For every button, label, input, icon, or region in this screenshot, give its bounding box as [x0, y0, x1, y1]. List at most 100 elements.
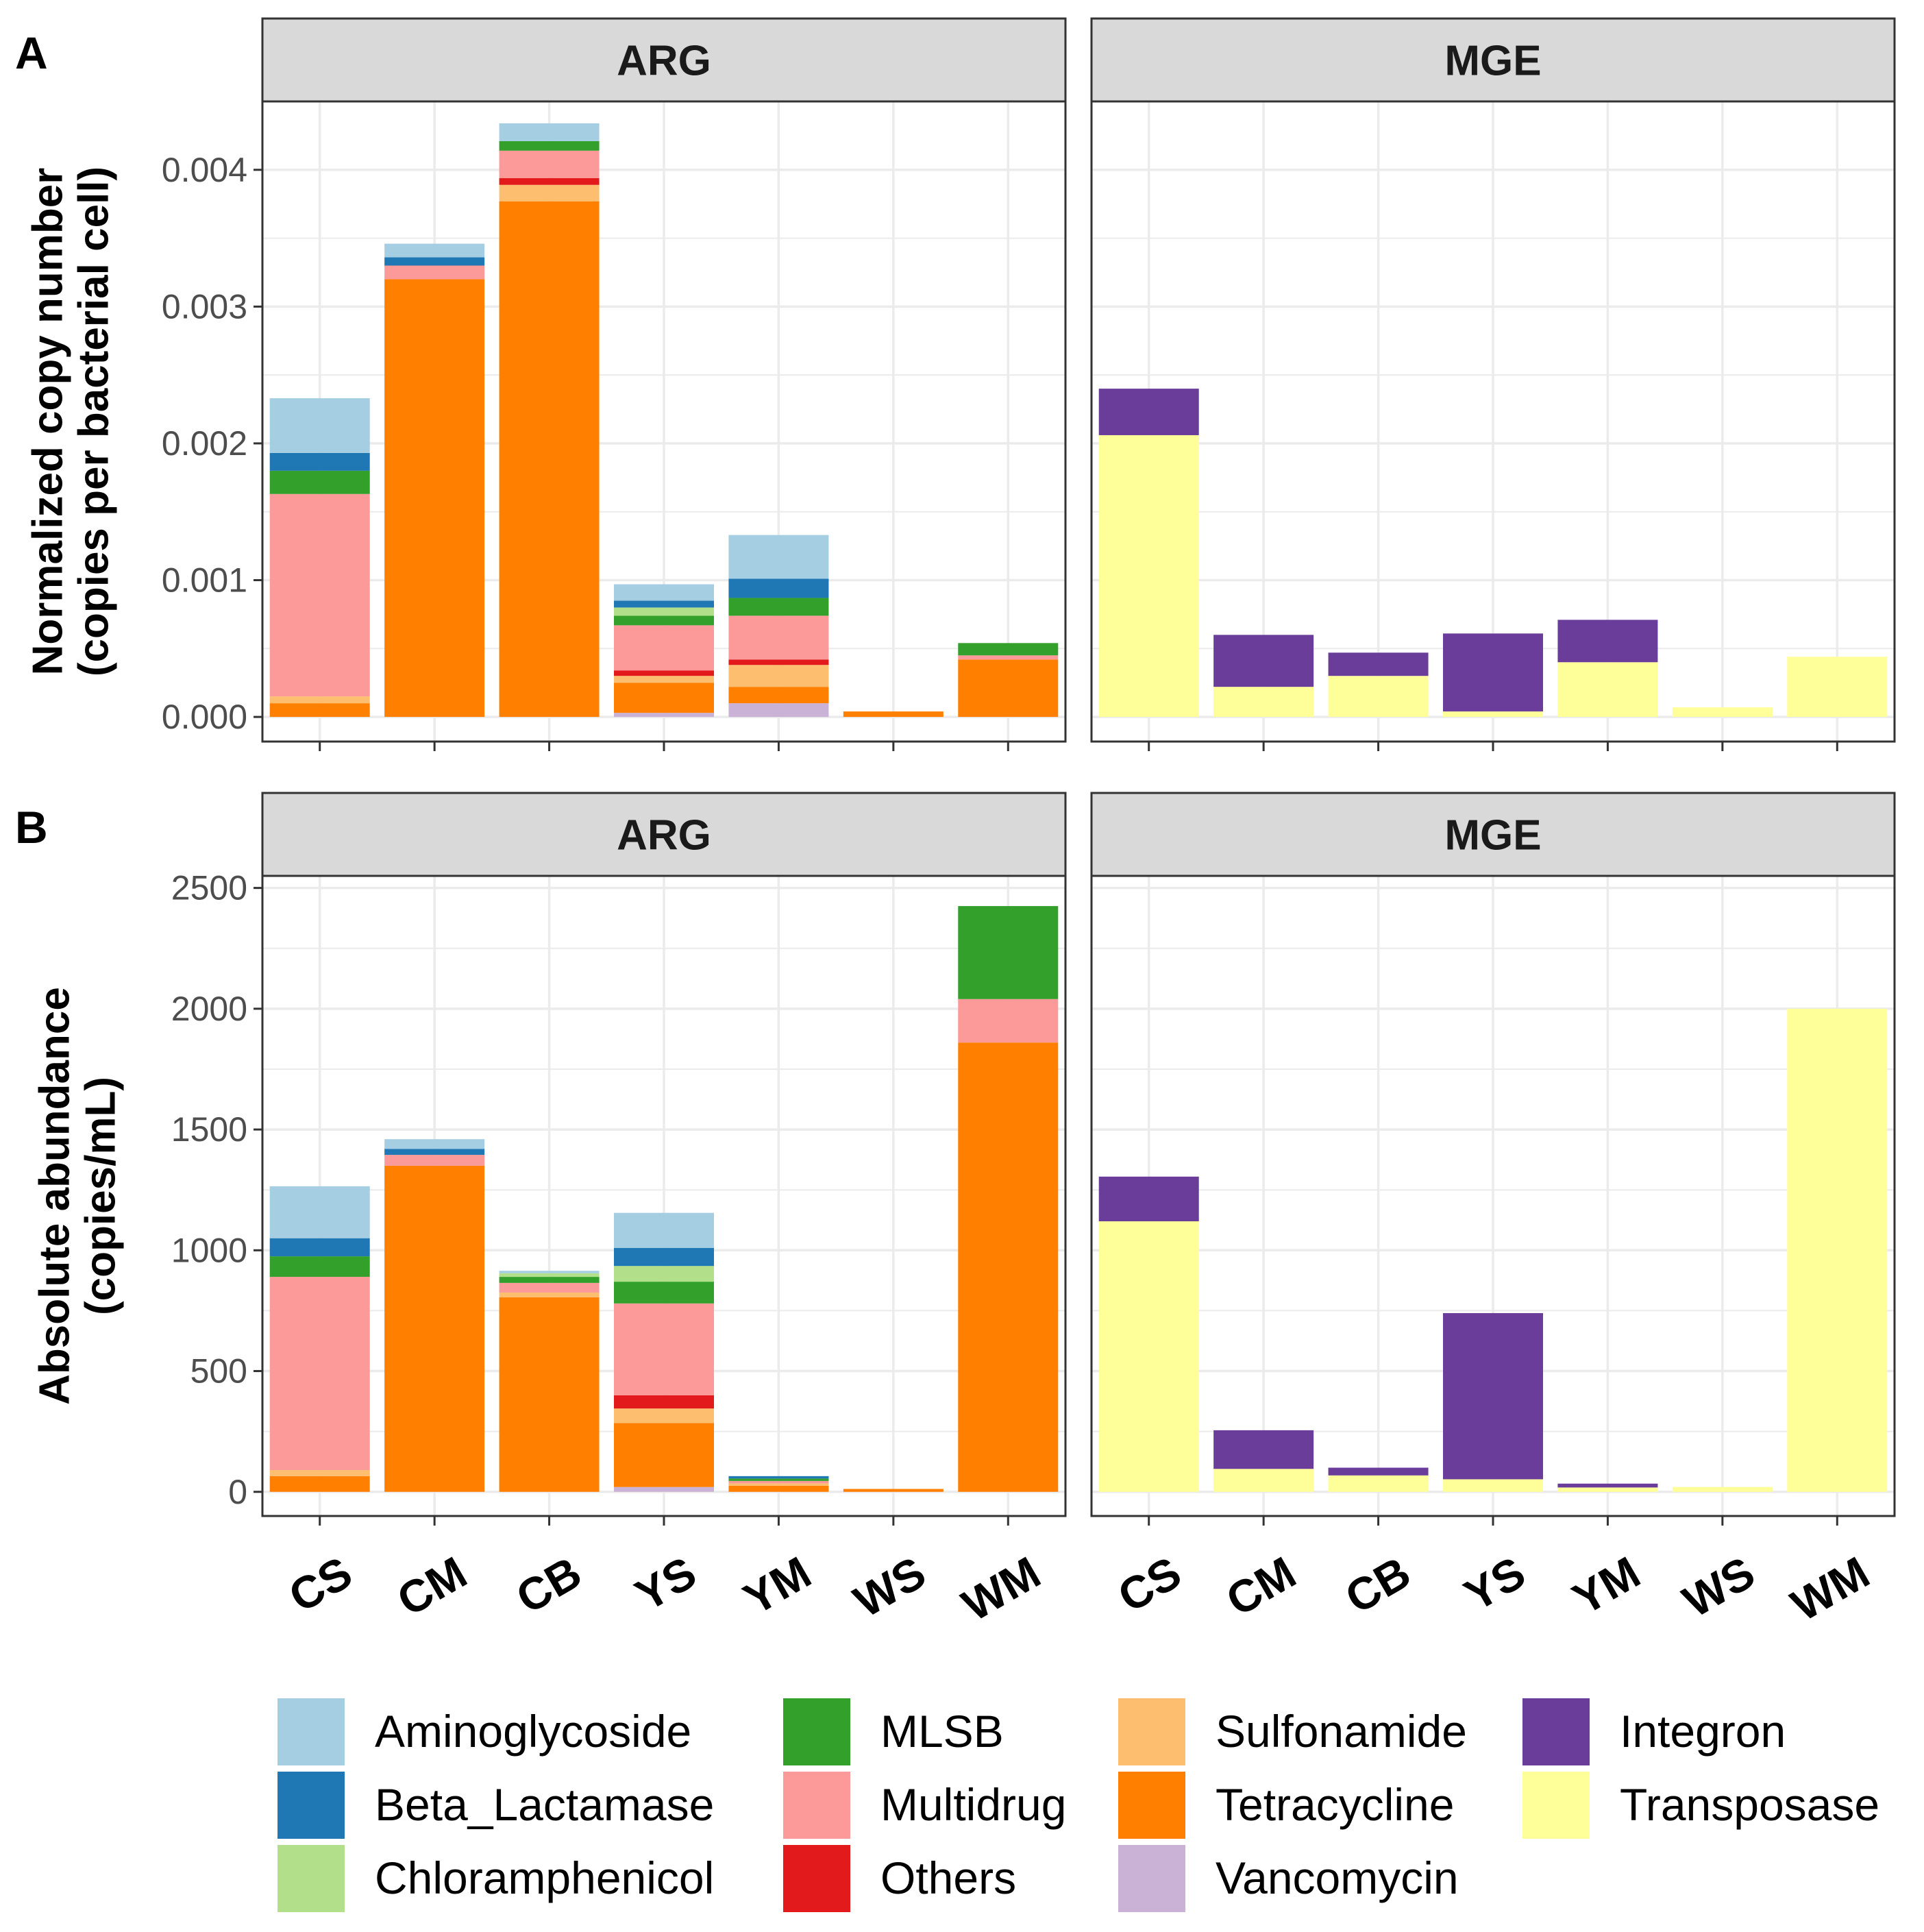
- legend-item-others: Others: [783, 1845, 1016, 1912]
- bar-stack-cb: [499, 1271, 600, 1492]
- bar-segment-vancomycin: [728, 703, 829, 718]
- bar-segment-aminoglycoside: [384, 243, 485, 258]
- bar-segment-transposase: [1443, 1479, 1543, 1492]
- bar-segment-sulfonamide: [614, 676, 714, 683]
- y-tick-label: 500: [190, 1352, 247, 1391]
- row-B: B Absolute abundance(copies/mL) 0 500 1000 15…: [15, 792, 1896, 1630]
- bar-segment-integron: [1328, 1467, 1429, 1476]
- bar-stack-wm: [1787, 1008, 1888, 1492]
- bar-stack-wm: [1787, 657, 1888, 718]
- y-axis-title: Normalized copy number(copies per bacter…: [25, 167, 118, 676]
- bar-segment-sulfonamide: [728, 1483, 829, 1486]
- bar-segment-aminoglycoside: [499, 1271, 600, 1273]
- legend-item-aminoglycoside: Aminoglycoside: [278, 1698, 691, 1765]
- bar-segment-integron: [1557, 1483, 1658, 1488]
- bar-segment-integron: [1328, 652, 1429, 676]
- bar-segment-transposase: [1787, 1008, 1888, 1492]
- facet-label: MGE: [1444, 38, 1541, 85]
- bar-segment-beta-lactamase: [269, 452, 370, 471]
- bar-segment-beta-lactamase: [728, 1476, 829, 1479]
- legend-swatch: [1118, 1845, 1185, 1912]
- bar-stack-ys: [1443, 1312, 1543, 1492]
- bar-segment-mlsb: [614, 1282, 714, 1304]
- row-label: A: [15, 27, 48, 78]
- bar-segment-beta-lactamase: [614, 1247, 714, 1267]
- bar-segment-aminoglycoside: [614, 1212, 714, 1248]
- panel-arg: ARG: [261, 17, 1067, 751]
- y-tick-label: 1000: [171, 1231, 247, 1269]
- bar-segment-transposase: [1787, 657, 1888, 718]
- legend-swatch: [278, 1772, 345, 1839]
- bar-segment-chloramphenicol: [614, 1266, 714, 1282]
- legend-label: MLSB: [880, 1706, 1004, 1757]
- legend-item-chloramphenicol: Chloramphenicol: [278, 1845, 714, 1912]
- legend-label: Multidrug: [880, 1779, 1066, 1830]
- bar-stack-cs: [1098, 389, 1199, 718]
- bar-segment-vancomycin: [614, 713, 714, 718]
- bar-segment-transposase: [1557, 662, 1658, 718]
- bar-segment-multidrug: [269, 493, 370, 697]
- bar-segment-beta-lactamase: [614, 600, 714, 608]
- bar-segment-integron: [1443, 1312, 1543, 1480]
- bar-stack-ws: [1672, 1487, 1773, 1492]
- bar-stack-ym: [728, 535, 829, 718]
- legend-label: Sulfonamide: [1216, 1706, 1467, 1757]
- bar-segment-multidrug: [384, 1155, 485, 1166]
- legend-item-mlsb: MLSB: [783, 1698, 1004, 1765]
- bar-segment-tetracycline: [499, 201, 600, 718]
- y-tick-label: 2500: [171, 869, 247, 907]
- legend-label: Vancomycin: [1216, 1852, 1459, 1903]
- bar-segment-others: [728, 659, 829, 665]
- bar-segment-tetracycline: [843, 1489, 944, 1492]
- facet-label: ARG: [617, 812, 711, 859]
- legend-item-vancomycin: Vancomycin: [1118, 1845, 1459, 1912]
- facet-label: MGE: [1444, 812, 1541, 859]
- bar-segment-mlsb: [728, 1478, 829, 1481]
- legend-label: Chloramphenicol: [375, 1852, 714, 1903]
- bar-stack-ym: [1557, 620, 1658, 718]
- bar-segment-beta-lactamase: [384, 1149, 485, 1155]
- bar-segment-beta-lactamase: [269, 1238, 370, 1257]
- legend-swatch: [1118, 1772, 1185, 1839]
- legend-swatch: [1118, 1698, 1185, 1765]
- bar-segment-multidrug: [728, 1480, 829, 1484]
- legend-swatch: [278, 1845, 345, 1912]
- bar-segment-sulfonamide: [499, 1292, 600, 1298]
- legend-label: Transposase: [1620, 1779, 1879, 1830]
- bar-stack-ys: [614, 1212, 714, 1492]
- bar-stack-ws: [1672, 707, 1773, 718]
- bar-segment-integron: [1098, 389, 1199, 435]
- bar-segment-tetracycline: [958, 1042, 1059, 1492]
- bar-segment-transposase: [1213, 1469, 1314, 1492]
- facet-label: ARG: [617, 38, 711, 85]
- bar-segment-aminoglycoside: [499, 123, 600, 141]
- bar-segment-tetracycline: [384, 1165, 485, 1492]
- bar-segment-aminoglycoside: [269, 398, 370, 453]
- bar-stack-ym: [1557, 1483, 1658, 1492]
- bar-stack-cm: [1213, 635, 1314, 718]
- bar-segment-multidrug: [958, 655, 1059, 660]
- y-tick-label: 0.002: [162, 424, 247, 463]
- bar-segment-aminoglycoside: [269, 1186, 370, 1238]
- bar-segment-transposase: [1672, 707, 1773, 718]
- bar-segment-aminoglycoside: [614, 584, 714, 601]
- facet-strip: [1090, 17, 1896, 103]
- row-A: A Normalized copy number(copies per bacte…: [15, 17, 1896, 751]
- bar-segment-tetracycline: [614, 1423, 714, 1487]
- bar-segment-transposase: [1328, 676, 1429, 718]
- bar-segment-integron: [1213, 1430, 1314, 1469]
- bar-segment-aminoglycoside: [384, 1139, 485, 1149]
- legend-label: Beta_Lactamase: [375, 1779, 714, 1830]
- bar-segment-mlsb: [614, 615, 714, 626]
- bar-segment-transposase: [1098, 435, 1199, 718]
- legend-item-multidrug: Multidrug: [783, 1772, 1066, 1839]
- bar-stack-cm: [384, 1139, 485, 1492]
- legend-item-tetracycline: Tetracycline: [1118, 1772, 1454, 1839]
- bar-segment-transposase: [1672, 1487, 1773, 1492]
- bar-stack-cs: [269, 1186, 370, 1492]
- bar-segment-beta-lactamase: [384, 257, 485, 266]
- legend-item-beta-lactamase: Beta_Lactamase: [278, 1772, 714, 1839]
- bar-segment-transposase: [1443, 711, 1543, 718]
- legend-label: Aminoglycoside: [375, 1706, 691, 1757]
